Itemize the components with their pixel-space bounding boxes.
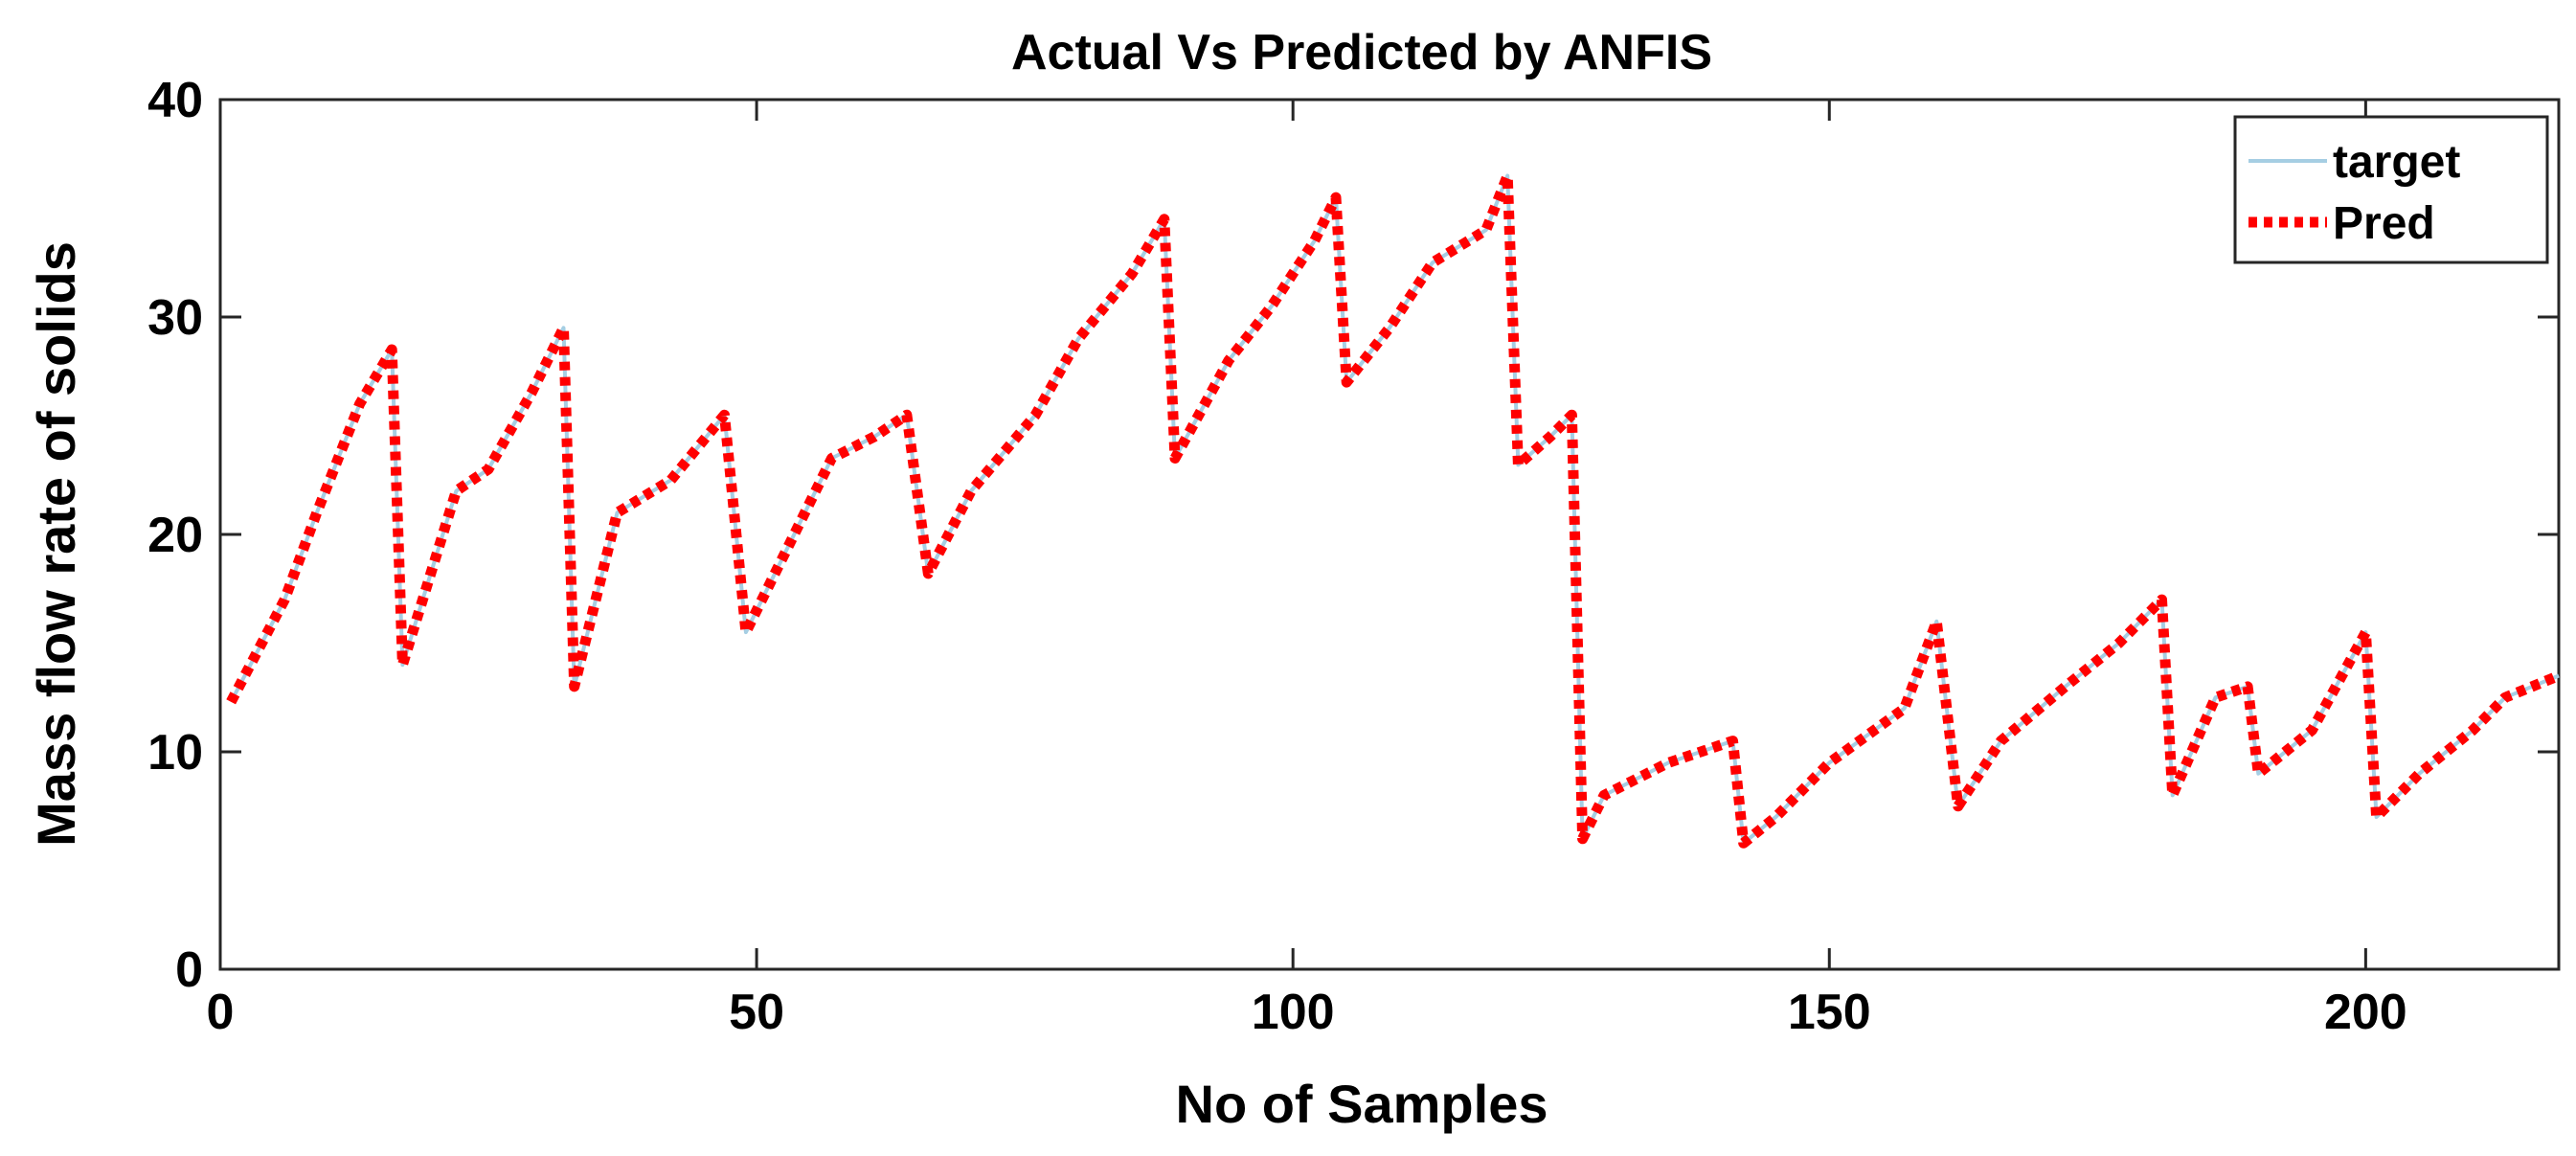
legend-box [2233,115,2549,264]
x-tick-label: 150 [1788,985,1871,1040]
series-line-pred [226,170,2562,849]
x-tick-label: 0 [207,985,235,1040]
x-tick-label: 100 [1252,985,1335,1040]
legend-label-pred: Pred [2333,198,2435,249]
plot-area: 0 50 100 150 200 0 10 20 30 40 target Pred [147,73,2562,1040]
y-tick-label: 0 [175,942,203,998]
x-tick-label: 200 [2324,985,2407,1040]
y-tick-label: 30 [147,290,203,346]
y-tick-label: 40 [147,73,203,128]
x-axis-label: No of Samples [1176,1074,1548,1134]
y-tick-label: 20 [147,508,203,563]
chart-title: Actual Vs Predicted by ANFIS [1011,25,1712,80]
legend-label-target: target [2333,137,2460,188]
y-tick-label: 10 [147,725,203,781]
y-axis-label: Mass flow rate of solids [26,241,86,847]
x-tick-label: 50 [729,985,784,1040]
